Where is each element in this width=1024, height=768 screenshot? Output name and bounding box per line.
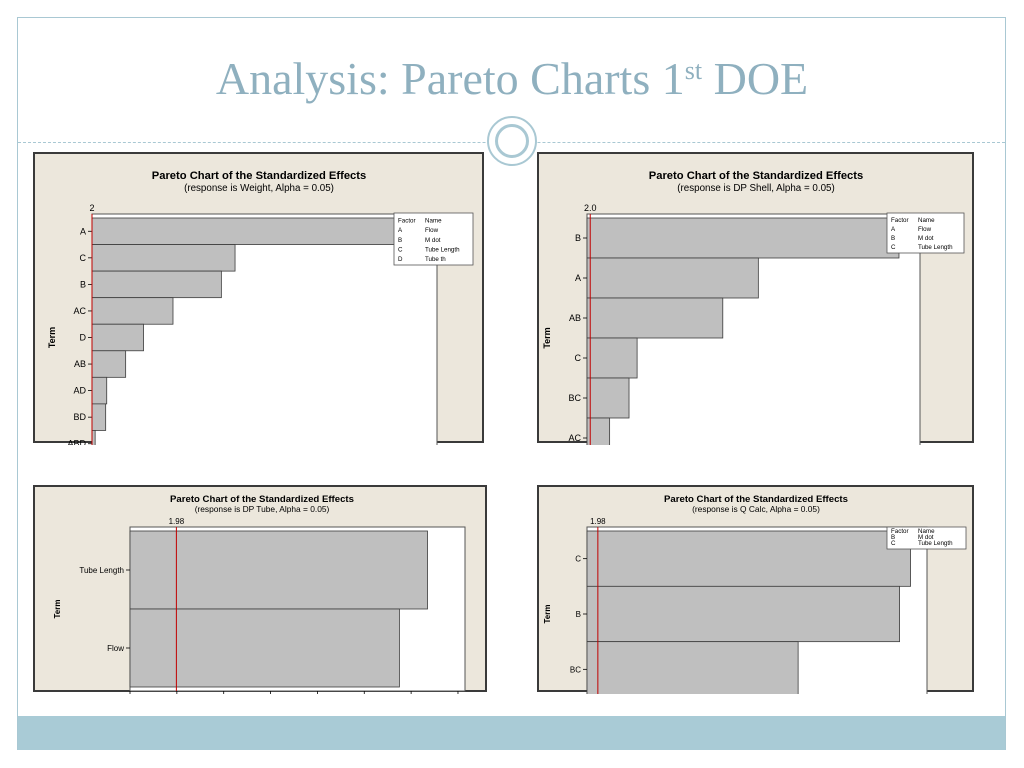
reference-line-label: 1.98: [590, 517, 606, 526]
chart-title: Pareto Chart of the Standardized Effects: [649, 170, 863, 182]
chart-title: Pareto Chart of the Standardized Effects: [664, 494, 848, 505]
legend-name: M dot: [918, 235, 934, 242]
y-tick-label: B: [80, 279, 86, 289]
legend-factor: A: [398, 227, 403, 234]
circle-ornament-icon: [487, 116, 537, 166]
bar: [91, 403, 107, 431]
y-tick-label: ABD: [67, 439, 86, 445]
legend-name: Flow: [918, 226, 932, 233]
legend-factor: C: [891, 244, 896, 251]
y-tick-label: C: [575, 555, 581, 564]
legend-name: M dot: [918, 534, 934, 541]
y-tick-label: BC: [568, 393, 581, 403]
bar: [586, 530, 911, 587]
bar: [91, 217, 413, 245]
legend-name: Tube Length: [425, 246, 460, 253]
reference-line-label: 2: [89, 203, 94, 213]
y-tick-label: C: [80, 253, 87, 263]
legend-name: Tube th: [425, 256, 446, 263]
chart-panel-dp-shell: Pareto Chart of the Standardized Effects…: [537, 152, 974, 445]
footer-bar: [18, 716, 1005, 750]
y-tick-label: AB: [569, 313, 581, 323]
legend-header-name: Name: [918, 217, 935, 224]
bar: [129, 530, 428, 610]
y-tick-label: B: [576, 610, 581, 619]
slide-title: Analysis: Pareto Charts 1st DOE: [0, 52, 1024, 105]
y-tick-label: AC: [568, 433, 581, 443]
bar: [91, 270, 222, 299]
legend-factor: C: [891, 540, 896, 547]
bar: [129, 608, 400, 688]
chart-panel-dp-tube: Pareto Chart of the Standardized Effects…: [33, 485, 487, 694]
reference-line-label: 1.98: [169, 517, 185, 526]
legend-box: [393, 212, 474, 266]
y-tick-label: BD: [73, 412, 86, 422]
chart-title: Pareto Chart of the Standardized Effects: [152, 170, 366, 182]
bar: [586, 641, 799, 694]
legend-header-factor: Factor: [891, 217, 909, 224]
bar: [91, 323, 144, 352]
bar: [91, 297, 174, 325]
chart-subtitle: (response is DP Tube, Alpha = 0.05): [195, 504, 330, 514]
chart-svg-dp-shell: Pareto Chart of the Standardized Effects…: [542, 170, 965, 445]
legend-box: [886, 526, 967, 550]
legend-name: Flow: [425, 227, 439, 234]
legend-factor: A: [891, 226, 896, 233]
legend-header-name: Name: [918, 528, 935, 535]
y-axis-label: Term: [47, 327, 57, 348]
legend-header-factor: Factor: [398, 218, 416, 225]
bar: [586, 257, 759, 299]
legend-factor: D: [398, 256, 403, 263]
y-tick-label: AD: [73, 386, 86, 396]
reference-line-label: 2.0: [584, 203, 597, 213]
circle-ornament-inner: [495, 124, 529, 158]
chart-title: Pareto Chart of the Standardized Effects: [170, 494, 354, 505]
chart-svg-q-calc: Pareto Chart of the Standardized Effects…: [543, 494, 967, 694]
chart-svg-weight: Pareto Chart of the Standardized Effects…: [47, 170, 474, 445]
title-main: Analysis: Pareto Charts 1: [215, 53, 685, 104]
legend-factor: B: [891, 235, 895, 242]
y-tick-label: AB: [74, 359, 86, 369]
legend-box: [886, 212, 965, 254]
bar: [91, 244, 236, 272]
y-tick-label: Tube Length: [79, 566, 124, 575]
title-end: DOE: [702, 53, 809, 104]
y-axis-label: Term: [53, 600, 62, 619]
bar: [586, 377, 630, 419]
bar: [91, 350, 127, 378]
legend-factor: B: [398, 237, 402, 244]
y-axis-label: Term: [542, 327, 552, 348]
legend-factor: C: [398, 246, 403, 253]
y-tick-label: A: [80, 226, 86, 236]
legend-name: Tube Length: [918, 540, 953, 547]
legend-header-name: Name: [425, 218, 442, 225]
y-tick-label: AC: [73, 306, 86, 316]
y-axis-label: Term: [543, 605, 552, 624]
chart-svg-dp-tube: Pareto Chart of the Standardized Effects…: [53, 494, 466, 694]
y-tick-label: A: [575, 273, 581, 283]
legend-header-factor: Factor: [891, 528, 909, 535]
bar: [586, 337, 638, 379]
y-tick-label: BC: [570, 665, 581, 674]
bar: [586, 585, 900, 643]
legend-factor: B: [891, 534, 895, 541]
chart-subtitle: (response is Weight, Alpha = 0.05): [184, 183, 334, 194]
bar: [586, 297, 724, 339]
chart-panel-weight: Pareto Chart of the Standardized Effects…: [33, 152, 484, 445]
legend-name: M dot: [425, 237, 441, 244]
chart-subtitle: (response is DP Shell, Alpha = 0.05): [677, 183, 834, 194]
chart-subtitle: (response is Q Calc, Alpha = 0.05): [692, 504, 820, 514]
y-tick-label: Flow: [107, 644, 124, 653]
chart-panel-q-calc: Pareto Chart of the Standardized Effects…: [537, 485, 974, 694]
y-tick-label: D: [80, 333, 87, 343]
y-tick-label: B: [575, 233, 581, 243]
legend-name: Tube Length: [918, 244, 953, 251]
bar: [91, 376, 108, 405]
title-superscript: st: [684, 56, 703, 85]
bar: [586, 217, 900, 259]
y-tick-label: C: [575, 353, 582, 363]
